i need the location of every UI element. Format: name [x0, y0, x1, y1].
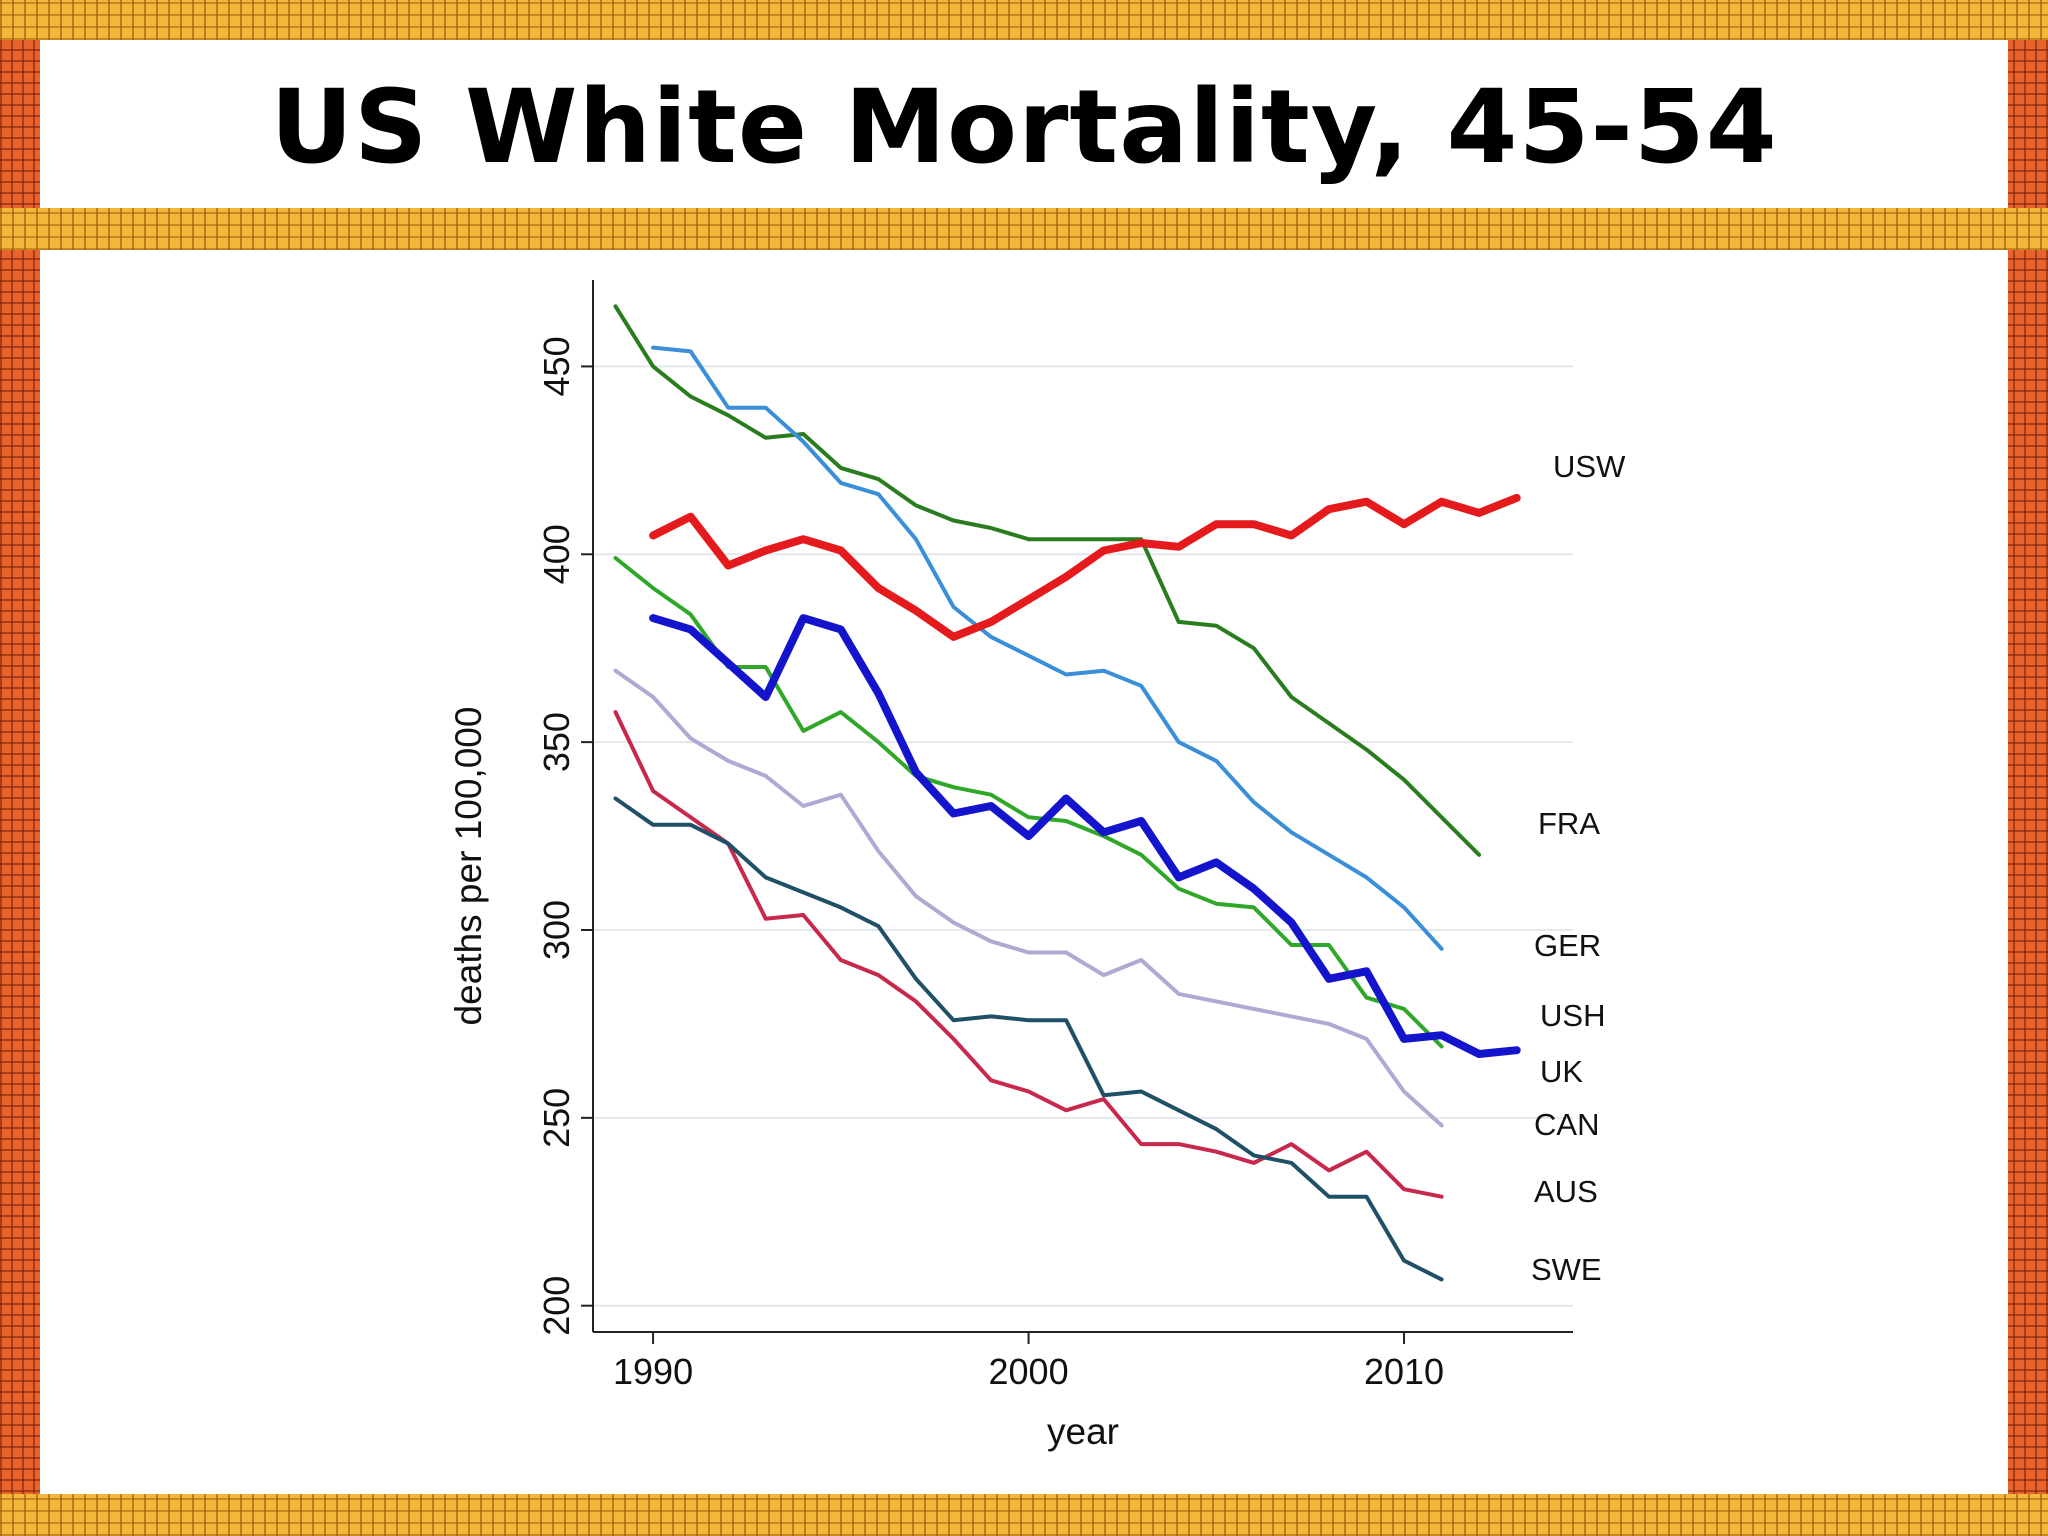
series-line-uk: [613, 556, 1444, 1049]
y-axis-title: deaths per 100,000: [448, 707, 489, 1026]
y-tick-label: 400: [536, 524, 577, 584]
y-tick-label: 300: [536, 900, 577, 960]
series-line-ger: [651, 345, 1444, 951]
decorative-top-border: [0, 0, 2048, 40]
x-axis-title: year: [1047, 1411, 1119, 1452]
x-tick-label: 2000: [989, 1351, 1069, 1392]
series-lines: [613, 304, 1521, 1282]
y-tick-label: 350: [536, 712, 577, 772]
series-label-swe: SWE: [1531, 1252, 1602, 1287]
series-label-uk: UK: [1540, 1054, 1583, 1089]
series-line-swe: [613, 796, 1444, 1282]
series-line-aus: [613, 710, 1444, 1199]
series-label-usw: USW: [1553, 449, 1626, 484]
series-line-ush: [649, 614, 1521, 1058]
series-label-ger: GER: [1534, 928, 1601, 963]
series-line-usw: [649, 493, 1521, 641]
x-tick-label: 1990: [613, 1351, 693, 1392]
series-label-ush: USH: [1540, 998, 1605, 1033]
axes: 200 250 300 350 400 450 1990 2000 2010: [536, 280, 1573, 1392]
slide-title: US White Mortality, 45-54: [270, 67, 1778, 187]
title-panel: US White Mortality, 45-54: [40, 40, 2008, 208]
decorative-bottom-border: [0, 1494, 2048, 1536]
x-tick-label: 2010: [1364, 1351, 1444, 1392]
y-tick-label: 450: [536, 336, 577, 396]
series-label-aus: AUS: [1534, 1174, 1598, 1209]
series-label-fra: FRA: [1538, 806, 1600, 841]
series-labels: FRA GER UK CAN AUS SWE USH USW: [1531, 449, 1626, 1287]
series-line-can: [613, 668, 1444, 1128]
series-label-can: CAN: [1534, 1107, 1599, 1142]
chart-panel: 200 250 300 350 400 450 1990 2000 2010 FRA GER UK C…: [40, 250, 2008, 1494]
decorative-middle-border: [0, 208, 2048, 250]
y-tick-label: 200: [536, 1276, 577, 1336]
mortality-line-chart: 200 250 300 350 400 450 1990 2000 2010 FRA GER UK C…: [448, 280, 1626, 1452]
y-tick-label: 250: [536, 1088, 577, 1148]
series-line-fra: [613, 304, 1482, 857]
